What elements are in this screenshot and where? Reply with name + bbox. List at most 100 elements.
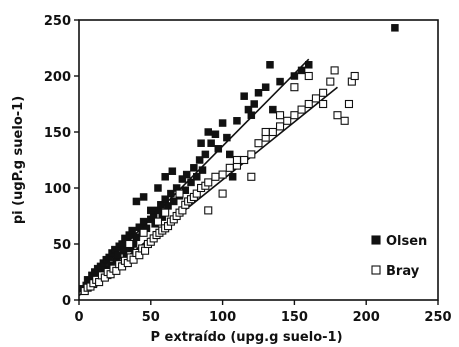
legend-label-bray: Bray: [386, 264, 420, 279]
data-point-olsen: [147, 206, 155, 215]
data-point-bray: [247, 172, 256, 181]
data-point-olsen: [161, 173, 169, 181]
data-point-olsen: [168, 167, 177, 175]
data-point-olsen: [128, 226, 136, 235]
data-point-olsen: [391, 24, 399, 32]
data-point-olsen: [190, 164, 198, 172]
data-point-bray: [141, 246, 150, 255]
data-point-olsen: [266, 61, 274, 69]
y-tick-label: 0: [62, 294, 71, 309]
data-point-bray: [254, 139, 263, 148]
plot-area: [78, 24, 399, 297]
data-point-bray: [283, 116, 292, 125]
data-point-bray: [268, 127, 277, 137]
data-point-bray: [290, 111, 299, 120]
data-point-bray: [161, 208, 170, 217]
data-point-bray: [204, 178, 213, 187]
plot-frame: [78, 19, 439, 301]
x-tick-label: 0: [74, 310, 83, 325]
data-point-bray: [304, 71, 313, 81]
data-point-olsen: [139, 193, 148, 201]
data-point-bray: [297, 105, 306, 114]
data-point-olsen: [276, 77, 284, 86]
y-tick-label: 50: [53, 238, 71, 253]
legend-marker-bray: [371, 265, 381, 275]
data-point-olsen: [132, 233, 141, 242]
data-point-olsen: [114, 251, 122, 259]
x-axis-title: P extraído (upg.g suelo-1): [150, 330, 342, 345]
data-point-olsen: [132, 197, 141, 206]
data-point-olsen: [201, 150, 210, 159]
data-point-olsen: [207, 139, 215, 147]
data-point-bray: [204, 206, 213, 215]
y-tick-label: 200: [44, 70, 71, 85]
legend: Olsen Bray: [371, 234, 427, 279]
data-point-olsen: [214, 145, 223, 153]
x-tick-label: 50: [142, 310, 160, 325]
x-tick-label: 150: [281, 310, 308, 325]
data-point-bray: [319, 88, 328, 97]
legend-label-olsen: Olsen: [386, 234, 427, 249]
data-point-bray: [192, 189, 201, 198]
data-point-olsen: [187, 178, 195, 187]
data-point-olsen: [269, 105, 277, 114]
x-tick-label: 200: [353, 310, 380, 325]
data-point-olsen: [204, 128, 212, 136]
data-point-bray: [175, 189, 184, 198]
data-point-bray: [261, 127, 270, 137]
data-point-olsen: [197, 139, 205, 147]
x-tick-label: 100: [209, 310, 236, 325]
data-point-bray: [330, 66, 339, 75]
data-point-bray: [247, 150, 256, 159]
x-tick-label: 250: [424, 310, 451, 325]
data-point-olsen: [154, 184, 162, 192]
data-point-olsen: [218, 119, 227, 127]
data-point-olsen: [247, 111, 256, 119]
data-point-olsen: [250, 100, 258, 108]
data-point-bray: [275, 122, 285, 131]
data-point-olsen: [240, 92, 248, 100]
data-point-olsen: [195, 156, 204, 164]
data-point-bray: [304, 99, 313, 109]
data-point-bray: [218, 170, 227, 179]
axes: 0 50 100 150 200 250 0 50 100 150 200 250 P extraído…: [11, 14, 452, 345]
data-point-bray: [290, 83, 299, 92]
y-axis-title: pi (ugP.g suelo-1): [11, 96, 26, 224]
data-point-bray: [218, 189, 227, 198]
y-tick-label: 150: [44, 126, 71, 141]
data-point-bray: [344, 99, 354, 109]
data-point-olsen: [233, 117, 241, 125]
data-point-olsen: [211, 130, 220, 138]
data-point-bray: [139, 228, 148, 237]
data-point-bray: [311, 94, 320, 103]
data-point-olsen: [170, 197, 178, 206]
y-tick-label: 100: [44, 182, 71, 197]
legend-marker-olsen: [371, 235, 381, 245]
data-point-bray: [275, 111, 285, 120]
data-point-olsen: [182, 170, 191, 179]
data-point-olsen: [290, 72, 299, 80]
data-point-bray: [240, 155, 249, 165]
data-point-olsen: [198, 166, 207, 174]
data-point-bray: [225, 163, 234, 172]
data-point-olsen: [167, 189, 175, 198]
data-point-olsen: [223, 133, 231, 142]
data-point-olsen: [254, 89, 263, 97]
data-point-bray: [350, 71, 359, 81]
data-point-bray: [333, 111, 342, 120]
data-point-olsen: [226, 150, 234, 159]
data-point-bray: [211, 172, 220, 181]
data-point-bray: [340, 116, 349, 125]
data-point-bray: [319, 99, 328, 109]
data-point-bray: [153, 217, 163, 226]
data-point-olsen: [228, 173, 237, 181]
data-point-olsen: [119, 246, 128, 255]
data-point-olsen: [297, 66, 306, 75]
data-point-olsen: [178, 175, 187, 183]
data-point-bray: [232, 155, 242, 165]
data-point-olsen: [261, 83, 270, 91]
data-point-olsen: [139, 217, 148, 226]
data-point-olsen: [305, 61, 313, 69]
data-point-bray: [125, 239, 134, 249]
